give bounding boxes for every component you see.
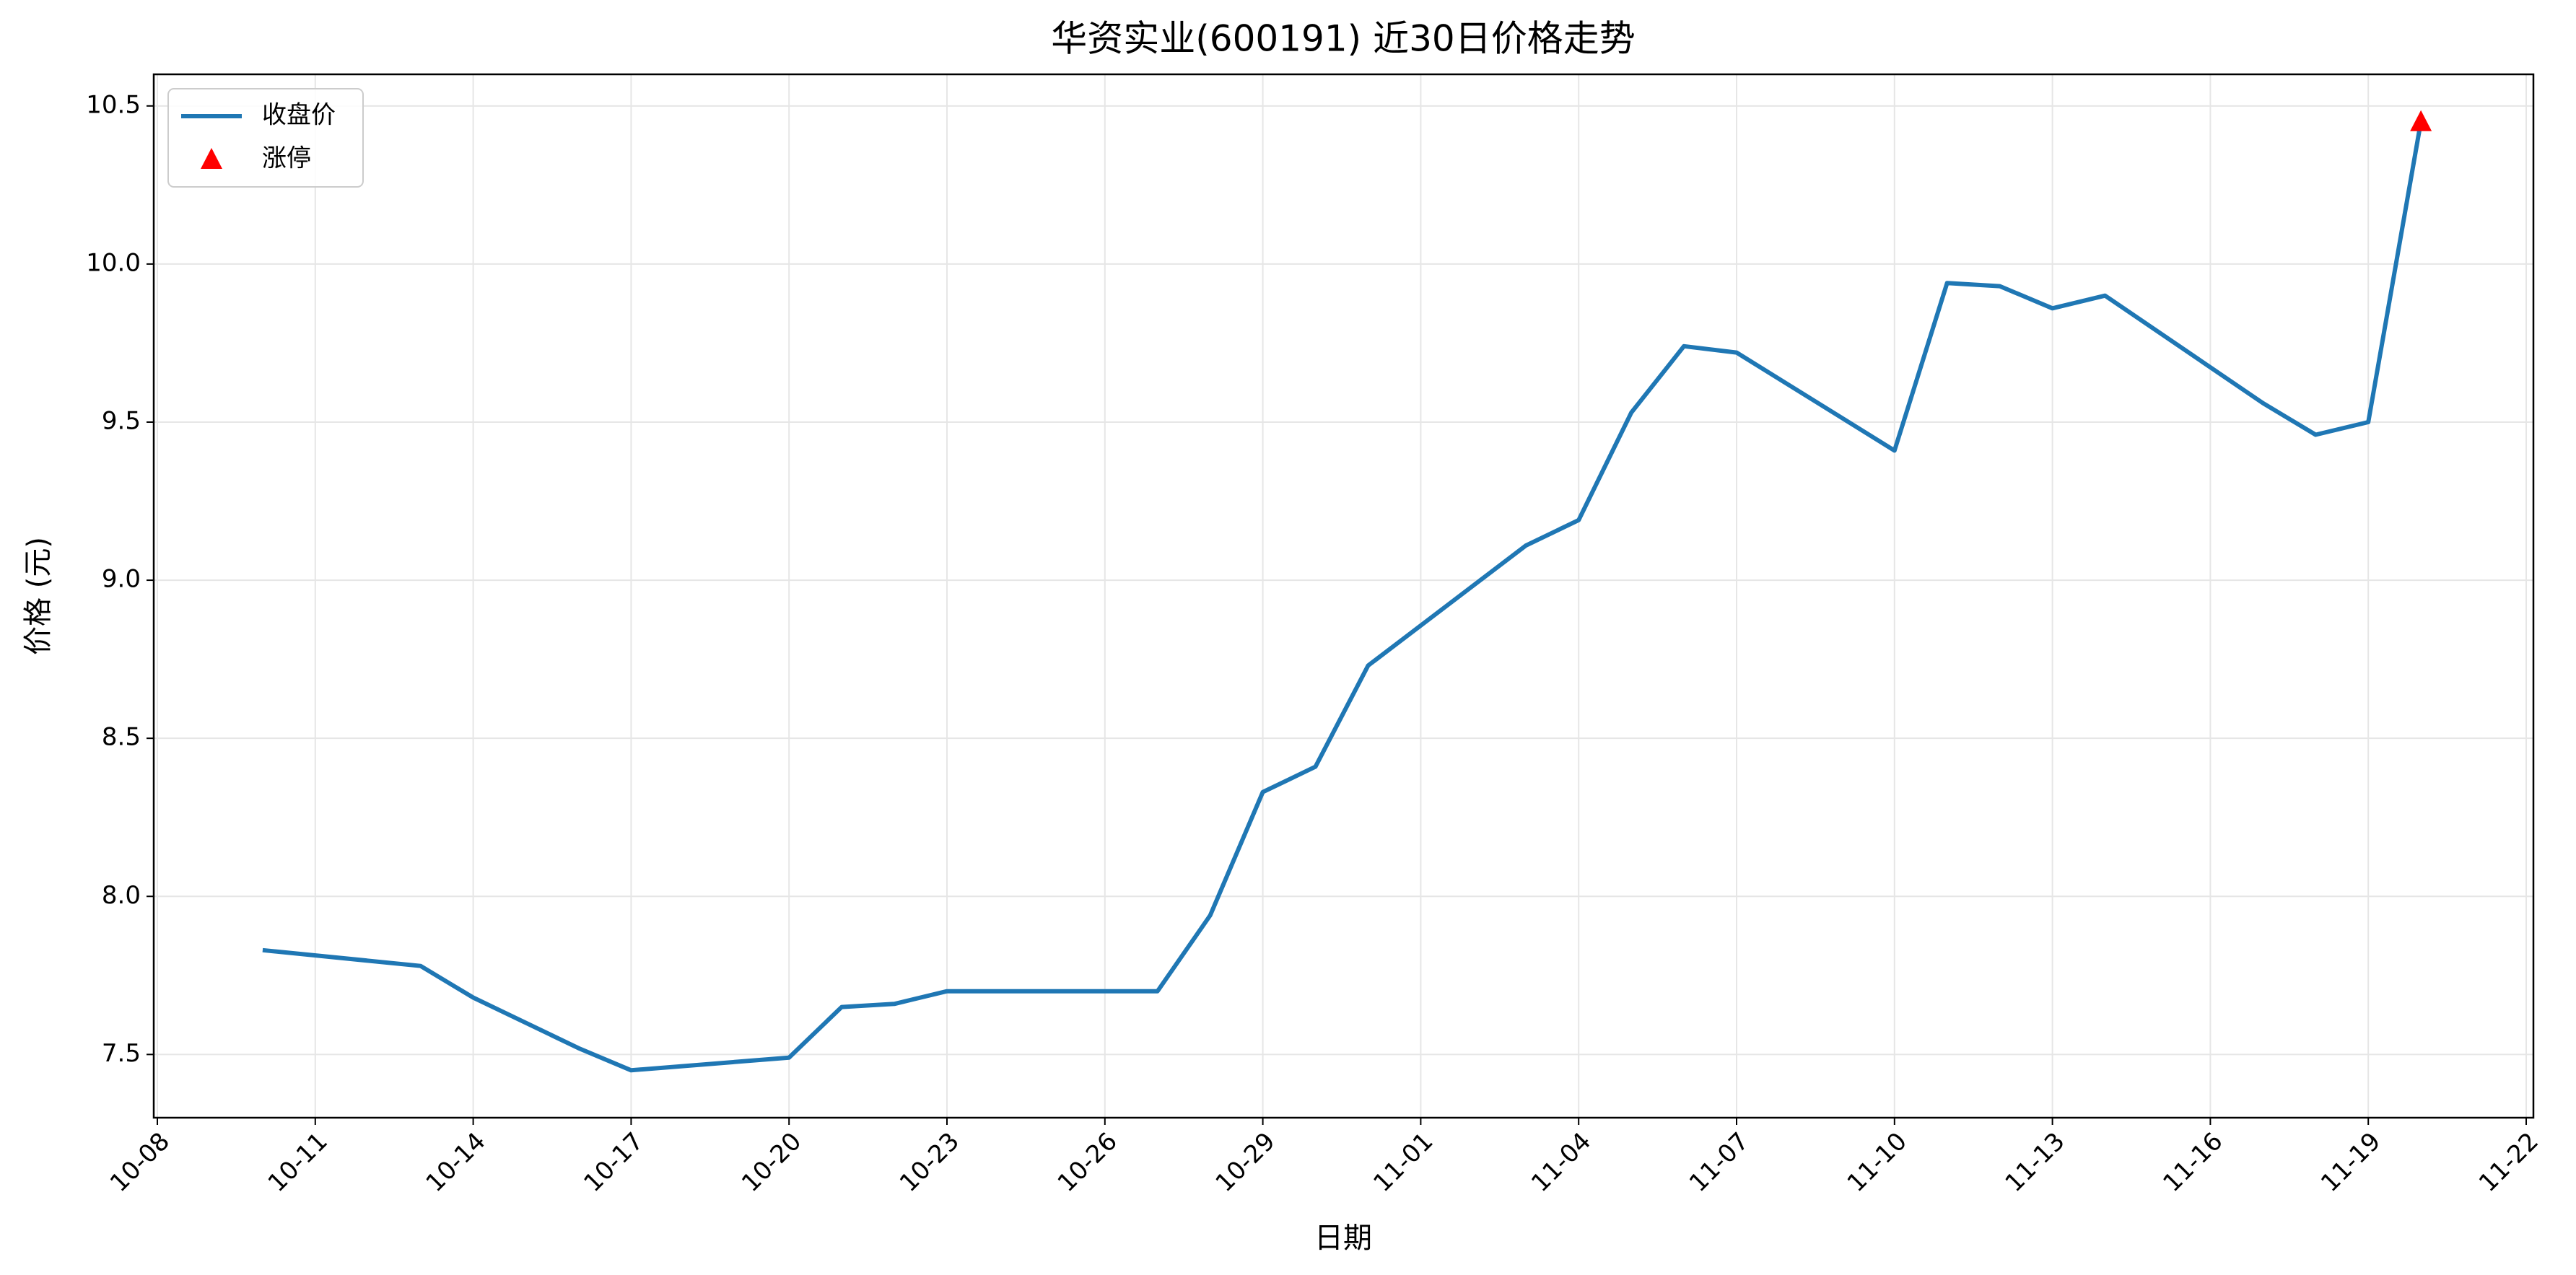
- grid: [154, 74, 2533, 1118]
- y-tick-label: 8.5: [102, 723, 141, 752]
- x-axis-label: 日期: [1314, 1222, 1372, 1255]
- y-tick-label: 10.0: [86, 248, 141, 277]
- legend-marker: [201, 148, 222, 169]
- legend-label: 涨停: [262, 144, 311, 173]
- plot-frame: [152, 73, 2535, 1119]
- y-tick-label: 7.5: [102, 1039, 141, 1068]
- y-tick-label: 9.0: [102, 565, 141, 594]
- y-tick-label: 8.0: [102, 881, 141, 910]
- legend-label: 收盘价: [262, 101, 336, 130]
- price-line: [262, 121, 2424, 1073]
- limit-up-marker: [2410, 110, 2432, 131]
- chart-title: 华资实业(600191) 近30日价格走势: [1051, 18, 1635, 60]
- y-tick-label: 10.5: [86, 90, 141, 119]
- y-axis-label: 价格 (元): [22, 537, 55, 655]
- y-tick-label: 9.5: [102, 407, 141, 436]
